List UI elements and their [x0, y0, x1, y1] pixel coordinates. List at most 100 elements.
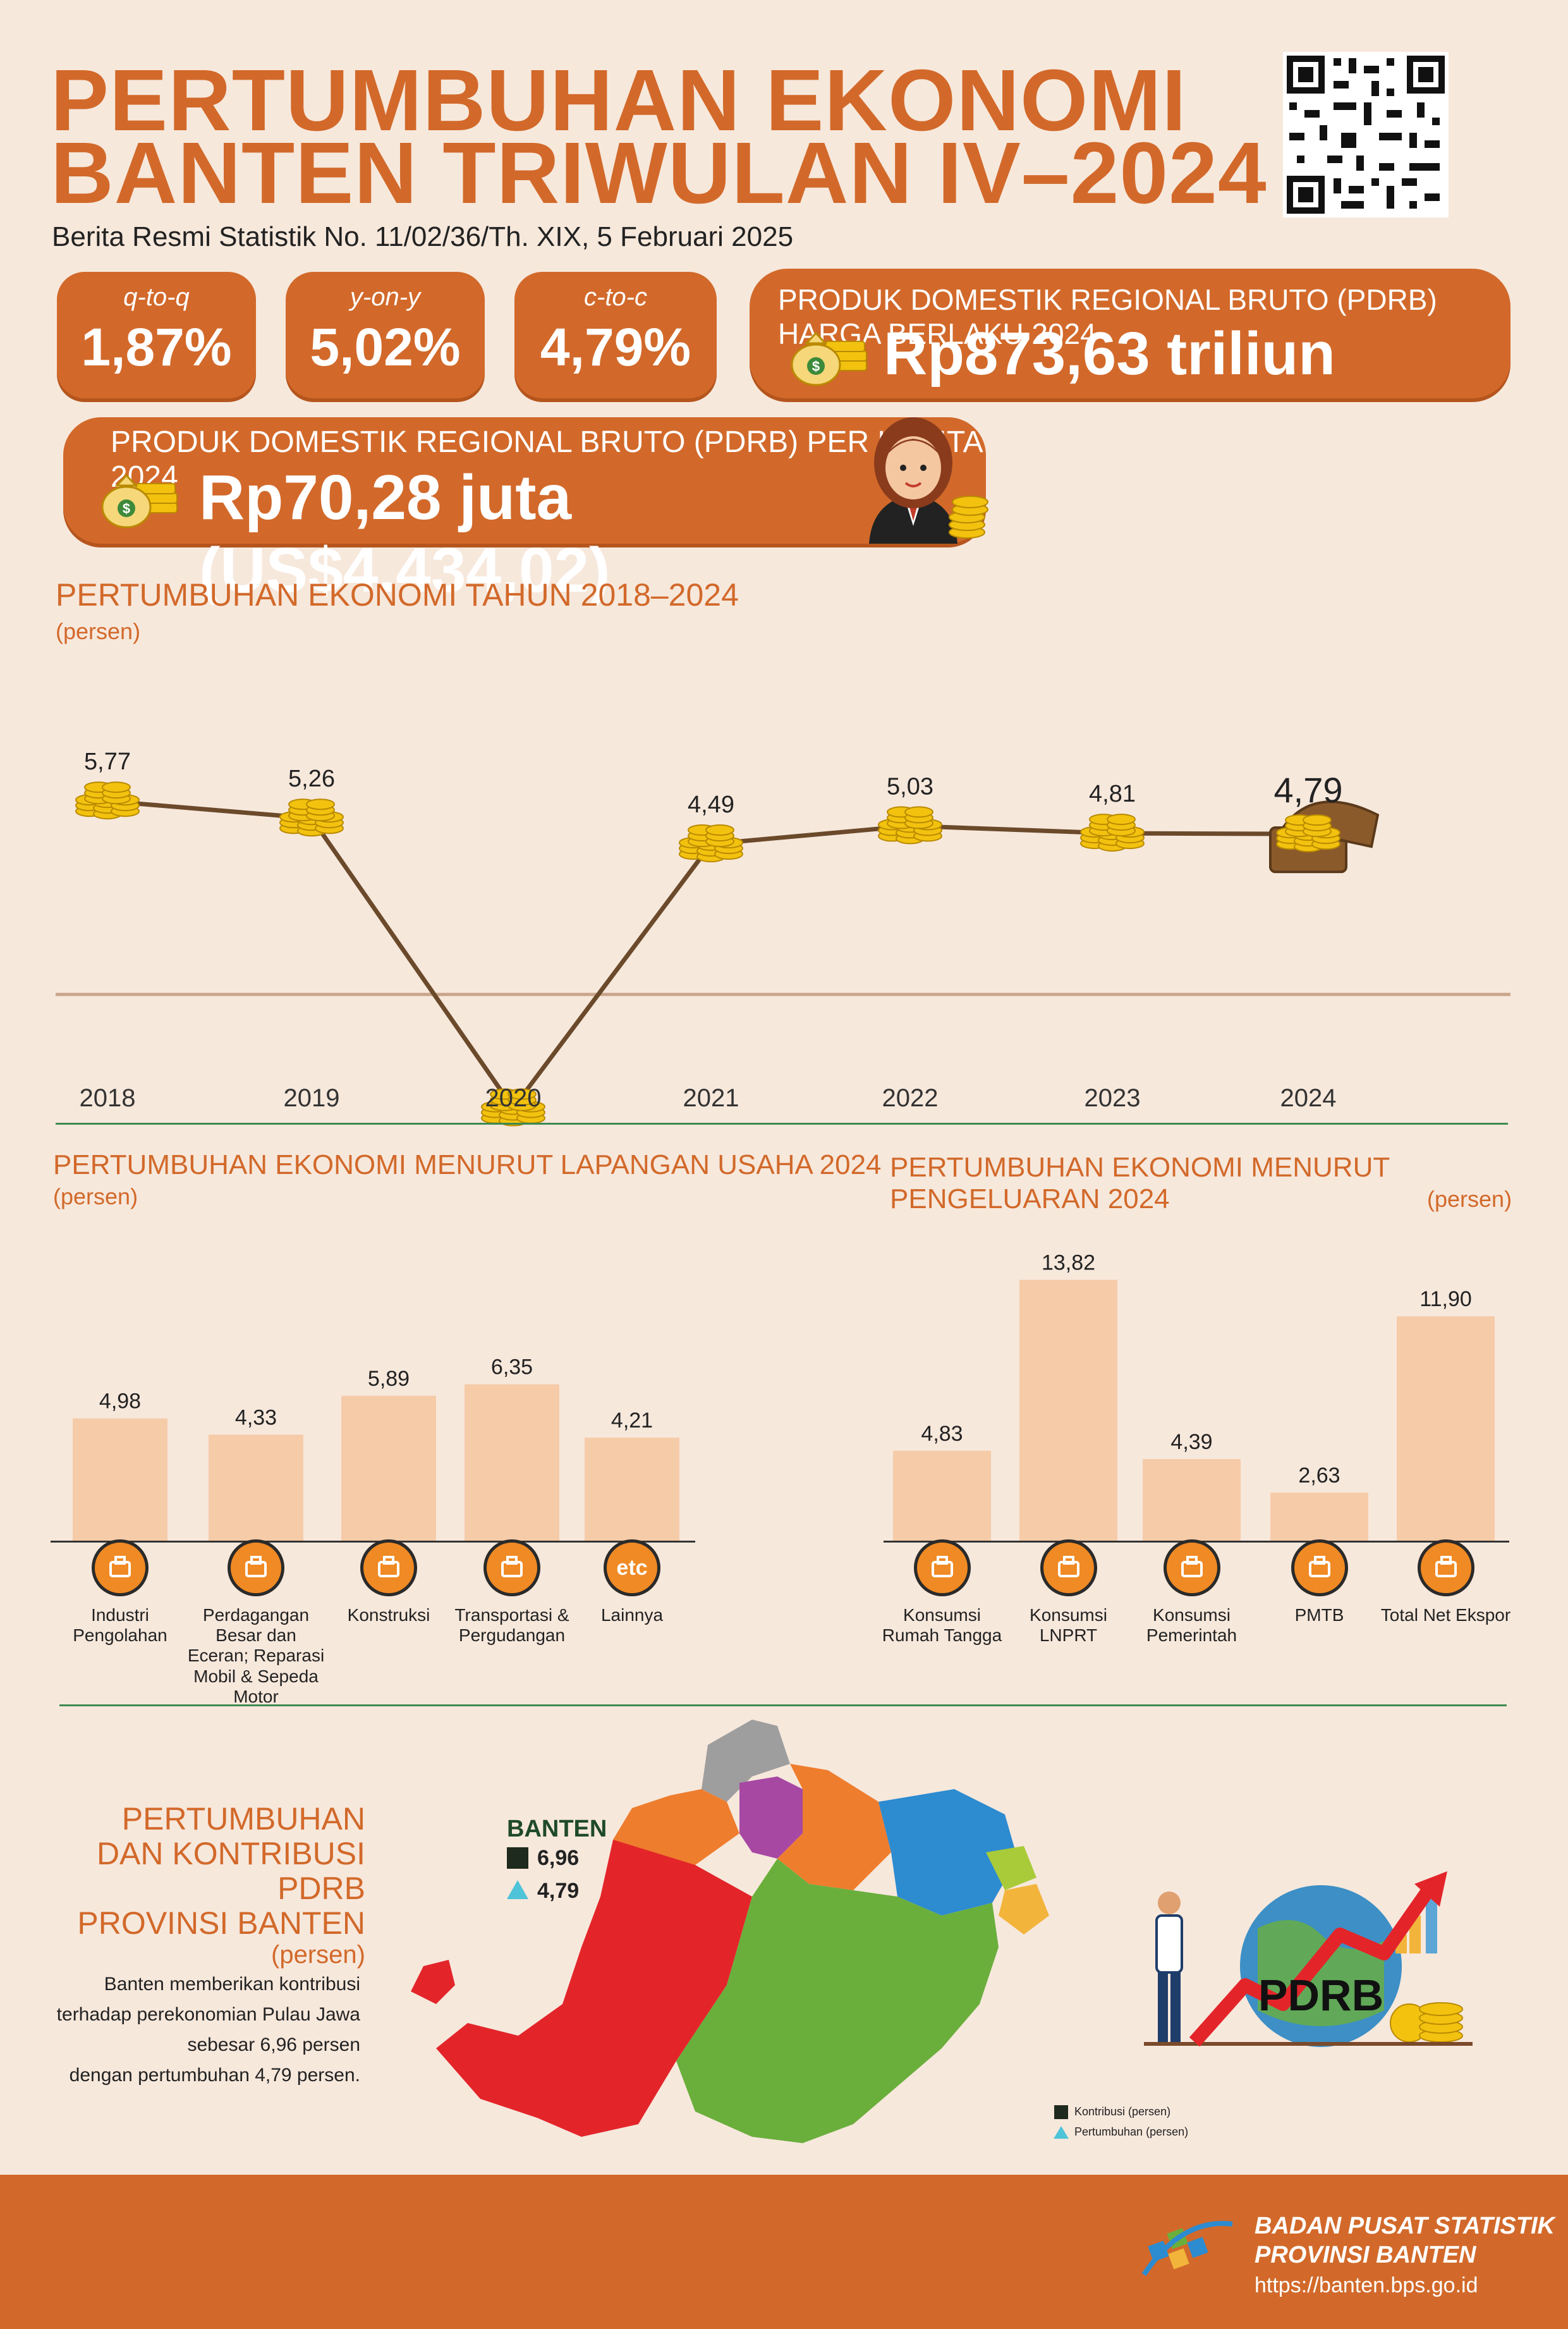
- x-tick-label: 2020: [485, 1084, 542, 1112]
- footer-url[interactable]: https://banten.bps.go.id: [1255, 2273, 1478, 2297]
- indicator-yony: y-on-y 5,02%: [286, 272, 485, 398]
- bar: [585, 1438, 679, 1543]
- data-label: 4,79: [1274, 770, 1343, 810]
- x-tick-label: 2021: [683, 1084, 739, 1112]
- svg-text:$: $: [123, 501, 130, 517]
- etc-icon: etc: [604, 1539, 660, 1596]
- expenditure-categories: Konsumsi Rumah Tangga Konsumsi LNPRT Konsu…: [882, 1539, 1510, 1678]
- category-item: Konsumsi LNPRT: [999, 1539, 1138, 1646]
- legend-contribution-label: Kontribusi (persen): [1074, 2105, 1171, 2118]
- category-item: Transportasi & Pergudangan: [442, 1539, 581, 1646]
- pdrb-capita-card: PRODUK DOMESTIK REGIONAL BRUTO (PDRB) PE…: [63, 417, 988, 606]
- category-item: Konstruksi: [319, 1539, 458, 1625]
- indicator-value: 5,02%: [310, 317, 461, 377]
- title-line-1: PERTUMBUHAN EKONOMI: [51, 52, 1187, 149]
- x-tick-label: 2023: [1085, 1084, 1141, 1112]
- category-item: PMTB: [1250, 1539, 1389, 1625]
- title-line-2: BANTEN TRIWULAN IV–2024: [51, 125, 1267, 222]
- bar-value-label: 4,83: [921, 1422, 963, 1446]
- category-label: Transportasi & Pergudangan: [454, 1605, 569, 1646]
- subtitle: Berita Resmi Statistik No. 11/02/36/Th. …: [52, 221, 794, 252]
- contribution-square-icon: [507, 1847, 528, 1869]
- indicator-value: 1,87%: [81, 317, 232, 377]
- category-label: Lainnya: [600, 1605, 664, 1625]
- data-point-coins: [1080, 814, 1145, 852]
- category-label: Konsumsi Pemerintah: [1146, 1605, 1237, 1646]
- category-label: Total Net Ekspor: [1380, 1605, 1511, 1625]
- x-tick-label: 2019: [284, 1084, 340, 1112]
- factory-icon: [92, 1539, 149, 1596]
- bar-value-label: 4,21: [611, 1409, 653, 1433]
- map-title-line: DAN KONTRIBUSI PDRB: [96, 1836, 365, 1906]
- expenditure-chart-unit: (persen): [1427, 1186, 1512, 1212]
- legend-contribution-icon: [1054, 2105, 1068, 2119]
- category-item: Industri Pengolahan: [51, 1539, 190, 1646]
- bar-value-label: 6,35: [491, 1355, 533, 1379]
- bar-value-label: 2,63: [1298, 1464, 1340, 1488]
- bar-value-label: 4,98: [99, 1390, 141, 1414]
- expenditure-bar-chart: 4,83 13,82 4,39 2,63 11,90: [884, 1250, 1509, 1543]
- pdrb-total-card: PRODUK DOMESTIK REGIONAL BRUTO (PDRB) HA…: [750, 269, 1510, 398]
- x-tick-label: 2022: [882, 1084, 939, 1112]
- footer-bar: [0, 2175, 1568, 2329]
- ship-icon: [1417, 1539, 1474, 1596]
- data-label: 5,03: [887, 773, 933, 800]
- category-item: Konsumsi Rumah Tangga: [873, 1539, 1012, 1646]
- qr-code-icon[interactable]: [1283, 52, 1449, 217]
- indicator-ctoc: c-to-c 4,79%: [514, 272, 717, 398]
- map-title-line: PROVINSI BANTEN: [77, 1905, 365, 1941]
- pdrb-badge-text: PDRB: [1258, 1971, 1383, 2020]
- bar: [465, 1384, 559, 1543]
- pdrb-total-label: PRODUK DOMESTIK REGIONAL BRUTO (PDRB) HA…: [778, 283, 1437, 350]
- pdrb-growth-illustration: PDRB: [1144, 1871, 1473, 2047]
- sector-chart-unit: (persen): [53, 1183, 138, 1209]
- data-point-coins: [878, 806, 942, 845]
- data-label: 5,26: [288, 766, 335, 792]
- data-point-coins: [481, 1088, 545, 1127]
- bar-value-label: 5,89: [368, 1367, 410, 1391]
- region-growth: 4,79: [537, 1879, 580, 1903]
- tractor-icon: [1291, 1539, 1348, 1596]
- line-chart-unit: (persen): [56, 618, 141, 644]
- bar-value-label: 11,90: [1419, 1287, 1472, 1311]
- description-line: dengan pertumbuhan 4,79 persen.: [69, 2065, 360, 2086]
- section-divider: [56, 1123, 1508, 1125]
- legend-growth-icon: [1054, 2126, 1069, 2139]
- category-item: Total Net Ekspor: [1377, 1539, 1516, 1625]
- x-tick-label: 2018: [80, 1084, 136, 1112]
- data-label: 5,77: [84, 749, 131, 775]
- description-line: Banten memberikan kontribusi: [104, 1974, 360, 1995]
- description-line: terhadap perekonomian Pulau Jawa: [56, 2004, 360, 2025]
- section-divider: [59, 1704, 1507, 1706]
- footer-org-line1: BADAN PUSAT STATISTIK: [1255, 2213, 1555, 2239]
- indicator-label: c-to-c: [584, 283, 647, 311]
- building-icon: [1163, 1539, 1220, 1596]
- category-item: etc Lainnya: [562, 1539, 702, 1625]
- category-label: Industri Pengolahan: [73, 1605, 167, 1646]
- sector-bar-chart: 4,98 4,33 5,89 6,35 4,21: [51, 1355, 695, 1543]
- bar: [73, 1418, 167, 1543]
- region-contribution: 6,96: [537, 1846, 580, 1870]
- description-line: sebesar 6,96 persen: [187, 2034, 360, 2055]
- map-description: Banten memberikan kontribusi terhadap pe…: [51, 1969, 360, 2091]
- bar: [1019, 1280, 1117, 1543]
- category-item: Perdagangan Besar dan Eceran; Reparasi M…: [186, 1539, 325, 1707]
- line-chart-title: PERTUMBUHAN EKONOMI TAHUN 2018–2024: [56, 577, 739, 613]
- footer-org-line2: PROVINSI BANTEN: [1255, 2242, 1476, 2268]
- category-label: PMTB: [1294, 1605, 1344, 1625]
- woman-character-icon: [869, 417, 988, 544]
- bps-logo-icon[interactable]: [1138, 2205, 1239, 2294]
- expenditure-chart-title: PERTUMBUHAN EKONOMI MENURUT PENGELUARAN …: [890, 1152, 1390, 1214]
- bar: [1143, 1458, 1241, 1543]
- category-item: Konsumsi Pemerintah: [1122, 1539, 1261, 1646]
- bar: [1397, 1316, 1495, 1543]
- map-title-unit: (persen): [271, 1941, 365, 1969]
- category-label: Perdagangan Besar dan Eceran; Reparasi M…: [187, 1605, 325, 1706]
- cart-icon: [913, 1539, 971, 1596]
- worker-icon: [360, 1539, 417, 1596]
- map-title-line: PERTUMBUHAN: [121, 1801, 365, 1837]
- indicator-qtoq: q-to-q 1,87%: [57, 272, 256, 398]
- category-label: Konsumsi LNPRT: [1030, 1605, 1107, 1646]
- growth-line-chart: 5,7720185,262019-3,3920204,4920215,03202…: [56, 749, 1510, 1127]
- data-point-coins: [679, 824, 743, 863]
